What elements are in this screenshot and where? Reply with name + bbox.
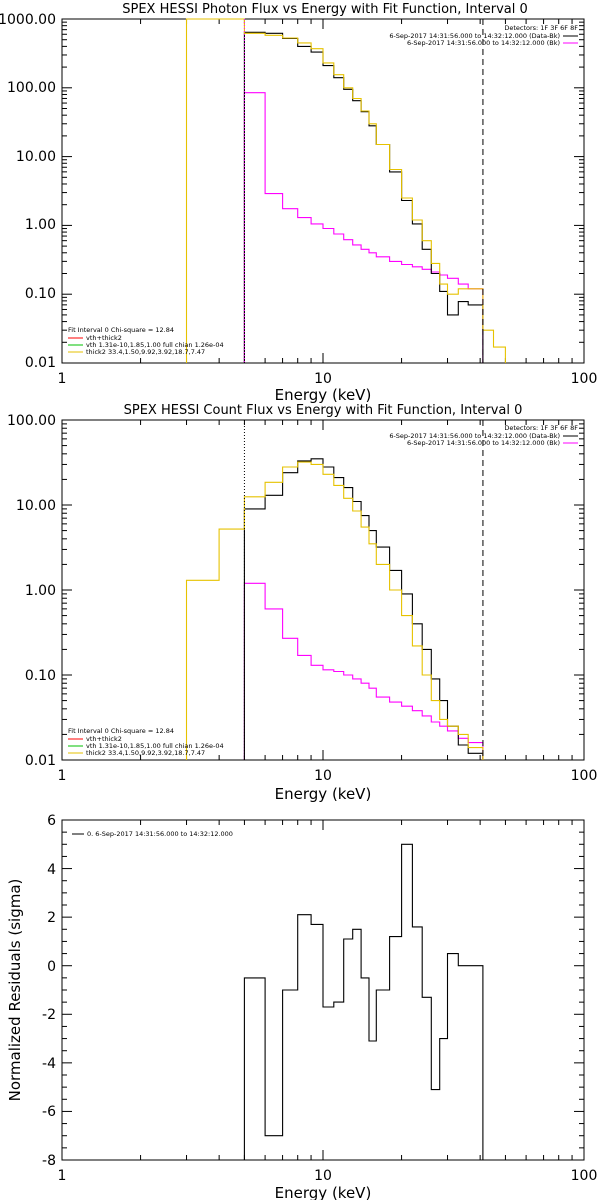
y-tick-label: 4	[47, 862, 56, 878]
y-tick-label: 0.10	[25, 286, 56, 302]
x-tick-label: 1	[58, 371, 67, 387]
photon-flux-panel: SPEX HESSI Photon Flux vs Energy with Fi…	[0, 2, 597, 404]
y-tick-label: 1.00	[25, 217, 56, 233]
y-tick-label: -2	[42, 1007, 56, 1023]
series-thick2-line	[243, 582, 484, 760]
residuals-y-axis-label: Normalized Residuals (sigma)	[6, 879, 24, 1102]
count-flux-title: SPEX HESSI Count Flux vs Energy with Fit…	[124, 403, 523, 418]
photon-flux-title: SPEX HESSI Photon Flux vs Energy with Fi…	[122, 2, 528, 17]
count-legend-bottom: Fit Interval 0 Chi-square = 12.84 vth+th…	[68, 727, 224, 757]
y-tick-label: 100.00	[7, 80, 56, 96]
y-tick-label: 0.01	[25, 753, 56, 769]
x-tick-label: 10	[314, 371, 332, 387]
legend-entry: vth 1.31e-10,1.85,1.00 full chian 1.26e-…	[86, 742, 224, 750]
x-tick-label: 10	[314, 1168, 332, 1184]
legend-entry: 0. 6-Sep-2017 14:31:56.000 to 14:32:12.0…	[87, 830, 233, 838]
legend-entry: 6-Sep-2017 14:31:56.000 to 14:32:12.000 …	[389, 432, 560, 440]
x-tick-label: 1	[58, 1168, 67, 1184]
y-tick-label: -8	[42, 1153, 56, 1169]
y-tick-label: 0.01	[25, 355, 56, 371]
series-data-line	[243, 458, 484, 760]
count-x-tick-labels: 1 10 100	[58, 768, 598, 784]
series-data-line	[243, 31, 484, 363]
legend-header: Fit Interval 0 Chi-square = 12.84	[68, 326, 174, 334]
legend-entry: vth+thick2	[86, 735, 122, 743]
count-y-tick-labels: 0.01 0.10 1.00 10.00 100.00	[7, 413, 56, 769]
series-thick2-line	[243, 92, 484, 363]
y-tick-label: -6	[42, 1104, 56, 1120]
legend-entry: thick2 33.4,1.50,9.92,3.92,18.7,7.47	[86, 749, 205, 757]
photon-legend-top: Detectors: 1F 3F 6F 8F 6-Sep-2017 14:31:…	[389, 24, 578, 47]
series-fit-line	[185, 461, 484, 760]
count-legend-top: Detectors: 1F 3F 6F 8F 6-Sep-2017 14:31:…	[389, 424, 578, 447]
residuals-axis-ticks	[62, 820, 584, 1160]
y-tick-label: 0	[47, 959, 56, 975]
y-tick-label: 2	[47, 910, 56, 926]
legend-header: Fit Interval 0 Chi-square = 12.84	[68, 727, 174, 735]
series-residuals-line	[243, 843, 484, 1160]
x-tick-label: 100	[571, 371, 598, 387]
legend-entry: 6-Sep-2017 14:31:56.000 to 14:32:12.000 …	[407, 439, 560, 447]
count-x-axis-label: Energy (keV)	[275, 785, 372, 803]
series-fit-line	[185, 18, 506, 363]
residuals-panel: -8 -6 -4 -2 0 2 4 6 1 10 100 Energy (keV…	[6, 813, 597, 1200]
photon-x-axis-label: Energy (keV)	[275, 386, 372, 404]
photon-plot-frame	[61, 18, 585, 364]
x-tick-label: 1	[58, 768, 67, 784]
y-tick-label: -4	[42, 1056, 56, 1072]
count-flux-panel: SPEX HESSI Count Flux vs Energy with Fit…	[7, 403, 597, 803]
y-tick-label: 1000.00	[0, 12, 56, 28]
residuals-x-axis-label: Energy (keV)	[275, 1184, 372, 1200]
y-tick-label: 10.00	[16, 498, 56, 514]
y-tick-label: 1.00	[25, 583, 56, 599]
legend-header: Detectors: 1F 3F 6F 8F	[504, 424, 578, 432]
x-tick-label: 100	[571, 1168, 598, 1184]
residuals-y-tick-labels: -8 -6 -4 -2 0 2 4 6	[42, 813, 56, 1169]
legend-entry: thick2 33.4,1.50,9.92,3.92,18.7,7.47	[86, 348, 205, 356]
y-tick-label: 0.10	[25, 668, 56, 684]
legend-entry: 6-Sep-2017 14:31:56.000 to 14:32:12.000 …	[407, 39, 560, 47]
y-tick-label: 6	[47, 813, 56, 829]
x-tick-label: 10	[314, 768, 332, 784]
residuals-legend: 0. 6-Sep-2017 14:31:56.000 to 14:32:12.0…	[72, 830, 233, 838]
y-tick-label: 100.00	[7, 413, 56, 429]
legend-header: Detectors: 1F 3F 6F 8F	[504, 24, 578, 32]
photon-legend-bottom: Fit Interval 0 Chi-square = 12.84 vth+th…	[68, 326, 224, 356]
photon-plot-area	[185, 18, 506, 363]
count-axis-ticks	[62, 420, 584, 760]
residuals-x-tick-labels: 1 10 100	[58, 1168, 598, 1184]
legend-entry: 6-Sep-2017 14:31:56.000 to 14:32:12.000 …	[389, 32, 560, 40]
photon-y-tick-labels: 0.01 0.10 1.00 10.00 100.00 1000.00	[0, 12, 56, 371]
photon-axis-ticks	[62, 19, 584, 363]
residuals-plot-area	[243, 843, 484, 1160]
y-tick-label: 10.00	[16, 149, 56, 165]
photon-x-tick-labels: 1 10 100	[58, 371, 598, 387]
legend-entry: vth 1.31e-10,1.85,1.00 full chian 1.26e-…	[86, 341, 224, 349]
count-plot-area	[185, 420, 484, 760]
x-tick-label: 100	[571, 768, 598, 784]
legend-entry: vth+thick2	[86, 334, 122, 342]
